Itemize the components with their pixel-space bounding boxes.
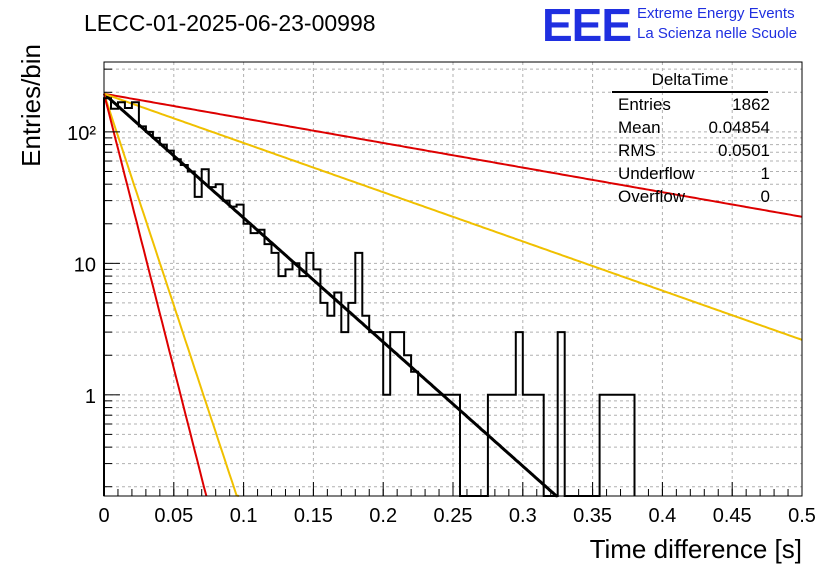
x-tick-label: 0 [98,505,109,527]
bound-line [103,92,803,218]
fit-line [103,92,558,498]
x-tick-label: 0.2 [369,505,397,527]
stats-title: DeltaTime [612,70,768,93]
stats-row: Mean 0.04854 [608,116,778,139]
plot-frame [103,61,803,497]
logo-line-2: La Scienza nelle Scuole [637,25,798,42]
stats-value: 1862 [732,95,770,114]
x-tick-label: 0.45 [713,505,752,527]
eee-logo: EEE [542,0,632,51]
x-axis-label: Time difference [s] [590,534,802,564]
x-tick-label: 0.3 [509,505,537,527]
stats-label: Entries [618,95,671,114]
grid-lines [104,62,802,496]
stats-value: 0 [760,187,770,206]
stats-row: RMS 0.0501 [608,139,778,162]
y-tick-label: 1 [85,386,96,408]
y-tick-label: 10² [67,123,96,145]
histogram-outline [103,97,636,497]
histogram-bars [103,97,636,497]
chart-title: LECC-01-2025-06-23-00998 [84,10,376,36]
bound-line [103,92,803,341]
x-tick-label: 0.1 [230,505,258,527]
axes: 0 0.05 0.1 0.15 0.2 0.25 0.3 0.35 0.4 0.45 0.51101… [67,61,816,527]
bound-line [103,93,240,497]
bound-line [103,93,208,497]
stats-row: Overflow 0 [608,185,778,208]
curves [103,92,803,498]
stats-label: Underflow [618,164,695,183]
x-tick-label: 0.35 [573,505,612,527]
stats-value: 0.04854 [708,118,770,137]
x-tick-label: 0.15 [294,505,333,527]
y-axis-label: Entries/bin [16,44,46,167]
x-tick-label: 0.4 [648,505,676,527]
logo-line-1: Extreme Energy Events [637,5,795,22]
x-tick-label: 0.5 [788,505,816,527]
x-tick-label: 0.05 [154,505,193,527]
y-tick-label: 10 [74,254,96,276]
stats-row: Underflow 1 [608,162,778,185]
x-tick-label: 0.25 [434,505,473,527]
stats-label: RMS [618,141,656,160]
stats-row: Entries 1862 [608,93,778,116]
stats-label: Overflow [618,187,686,206]
stats-value: 0.0501 [718,141,770,160]
stats-value: 1 [760,164,770,183]
stats-label: Mean [618,118,661,137]
stats-box: DeltaTime Entries 1862 Mean 0.04854 RMS 0.050… [608,70,778,208]
